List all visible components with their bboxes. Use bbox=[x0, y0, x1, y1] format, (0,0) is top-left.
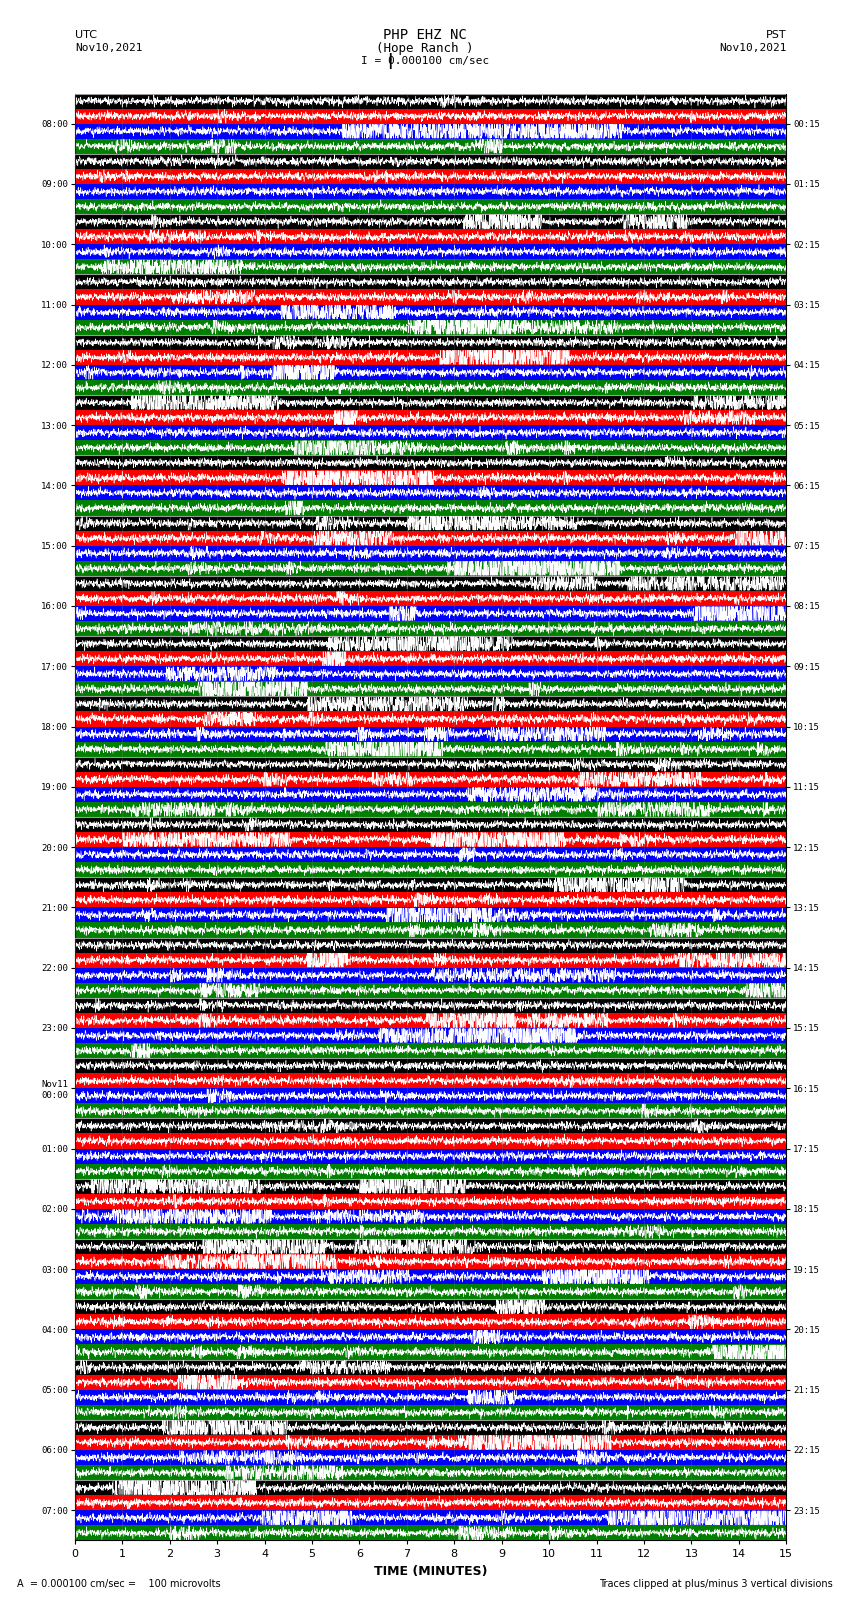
Text: |: | bbox=[387, 53, 393, 69]
Text: PHP EHZ NC: PHP EHZ NC bbox=[383, 29, 467, 42]
Text: PST: PST bbox=[766, 31, 786, 40]
X-axis label: TIME (MINUTES): TIME (MINUTES) bbox=[374, 1565, 487, 1578]
Text: (Hope Ranch ): (Hope Ranch ) bbox=[377, 42, 473, 55]
Text: Nov10,2021: Nov10,2021 bbox=[719, 44, 786, 53]
Text: I = 0.000100 cm/sec: I = 0.000100 cm/sec bbox=[361, 56, 489, 66]
Text: A  = 0.000100 cm/sec =    100 microvolts: A = 0.000100 cm/sec = 100 microvolts bbox=[17, 1579, 221, 1589]
Text: UTC: UTC bbox=[75, 31, 97, 40]
Text: Nov10,2021: Nov10,2021 bbox=[75, 44, 142, 53]
Text: Traces clipped at plus/minus 3 vertical divisions: Traces clipped at plus/minus 3 vertical … bbox=[599, 1579, 833, 1589]
